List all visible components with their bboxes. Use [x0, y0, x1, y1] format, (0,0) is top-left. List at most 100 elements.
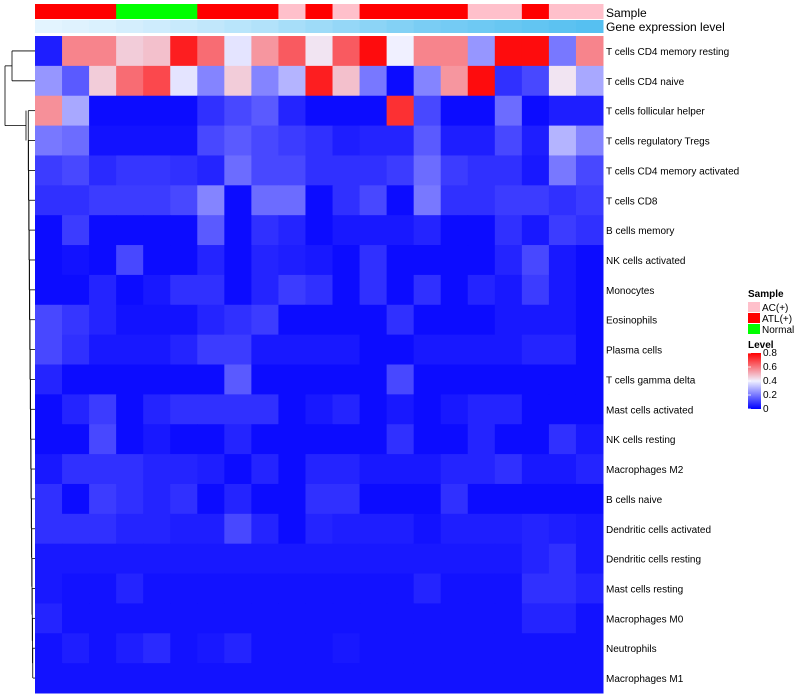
heatmap-cell — [548, 65, 577, 97]
heatmap-cell — [62, 245, 90, 276]
heatmap-cell — [197, 304, 225, 336]
heatmap-cell — [467, 483, 496, 515]
heatmap-cell — [89, 36, 117, 67]
heatmap-cell — [359, 603, 388, 634]
heatmap-cell — [332, 215, 361, 246]
heatmap-cell — [143, 36, 171, 67]
row-label: T cells regulatory Tregs — [606, 137, 710, 148]
sample-annotation-cell — [305, 4, 334, 19]
heatmap-cell — [305, 663, 334, 694]
heatmap-cell — [116, 125, 144, 156]
heatmap-cell — [332, 543, 361, 575]
heatmap-cell — [89, 334, 117, 365]
heatmap-cell — [305, 394, 334, 425]
heatmap-cell — [413, 155, 442, 186]
heatmap-cell — [359, 245, 388, 276]
heatmap-cell — [575, 95, 604, 127]
heatmap-cell — [224, 424, 252, 455]
heatmap-cell — [251, 573, 279, 604]
heatmap-cell — [62, 543, 90, 575]
gene-expression-cell — [89, 20, 117, 33]
heatmap-cell — [359, 633, 388, 664]
heatmap-cell — [62, 185, 90, 216]
heatmap-cell — [170, 36, 198, 67]
heatmap-cell — [332, 513, 361, 545]
heatmap-cell — [62, 633, 90, 664]
heatmap-cell — [521, 36, 550, 67]
heatmap-cell — [116, 95, 144, 127]
sample-legend-swatch — [748, 324, 760, 334]
heatmap-cell — [494, 633, 523, 664]
heatmap-cell — [521, 304, 550, 336]
heatmap-cell — [62, 274, 90, 306]
heatmap-cell — [278, 633, 306, 664]
row-label: T cells gamma delta — [606, 375, 696, 386]
row-label: NK cells resting — [606, 435, 675, 446]
sample-legend-label: Normal — [762, 325, 794, 336]
heatmap-cell — [521, 603, 550, 634]
heatmap-cell — [467, 543, 496, 575]
heatmap-cell — [494, 603, 523, 634]
heatmap-cell — [89, 185, 117, 216]
heatmap-cell — [197, 633, 225, 664]
heatmap-cell — [224, 454, 252, 485]
sample-annotation-cell — [251, 4, 279, 19]
heatmap-cell — [467, 125, 496, 156]
heatmap-cell — [197, 454, 225, 485]
heatmap-cell — [467, 155, 496, 186]
heatmap-cell — [251, 245, 279, 276]
heatmap-cell — [116, 185, 144, 216]
heatmap-cell — [521, 65, 550, 97]
heatmap-cell — [548, 573, 577, 604]
heatmap-cell — [224, 245, 252, 276]
heatmap-cell — [197, 125, 225, 156]
heatmap-cell — [521, 274, 550, 306]
heatmap-cell — [116, 424, 144, 455]
heatmap-cell — [305, 424, 334, 455]
sample-annotation-cell — [89, 4, 117, 19]
sample-legend-swatch — [748, 302, 760, 312]
heatmap-cell — [305, 513, 334, 545]
heatmap-cell — [305, 483, 334, 515]
heatmap-cell — [494, 304, 523, 336]
sample-annotation-bar — [35, 4, 604, 19]
heatmap-cell — [305, 65, 334, 97]
heatmap-cell — [386, 274, 415, 306]
heatmap-cell — [35, 663, 63, 694]
sample-legend-label: AC(+) — [762, 303, 788, 314]
heatmap-cell — [251, 36, 279, 67]
sample-annotation-cell — [575, 4, 604, 19]
heatmap-cell — [575, 155, 604, 186]
heatmap-cell — [413, 245, 442, 276]
heatmap-cell — [143, 364, 171, 395]
heatmap-cell — [494, 424, 523, 455]
heatmap-cell — [116, 274, 144, 306]
sample-annotation-cell — [35, 4, 63, 19]
heatmap-cell — [278, 663, 306, 694]
heatmap-cell — [494, 334, 523, 365]
heatmap-cell — [305, 245, 334, 276]
row-label: T cells CD4 naive — [606, 77, 685, 88]
row-label: Plasma cells — [606, 346, 662, 357]
sample-annotation-cell — [413, 4, 442, 19]
heatmap-cell — [278, 424, 306, 455]
heatmap-cell — [278, 394, 306, 425]
gene-expression-annotation-label: Gene expression level — [606, 20, 725, 34]
heatmap-cell — [35, 633, 63, 664]
heatmap-cell — [116, 663, 144, 694]
heatmap-cell — [116, 245, 144, 276]
heatmap-cell — [224, 573, 252, 604]
heatmap-cell — [332, 603, 361, 634]
heatmap-cell — [116, 483, 144, 515]
heatmap-cell — [143, 424, 171, 455]
heatmap-cell — [251, 663, 279, 694]
heatmap-cell — [413, 603, 442, 634]
heatmap-cell — [548, 95, 577, 127]
heatmap-cell — [386, 454, 415, 485]
heatmap-cell — [386, 394, 415, 425]
heatmap-cell — [548, 215, 577, 246]
heatmap-cell — [62, 573, 90, 604]
heatmap-cell — [170, 454, 198, 485]
heatmap-cell — [62, 394, 90, 425]
heatmap-cell — [386, 364, 415, 395]
